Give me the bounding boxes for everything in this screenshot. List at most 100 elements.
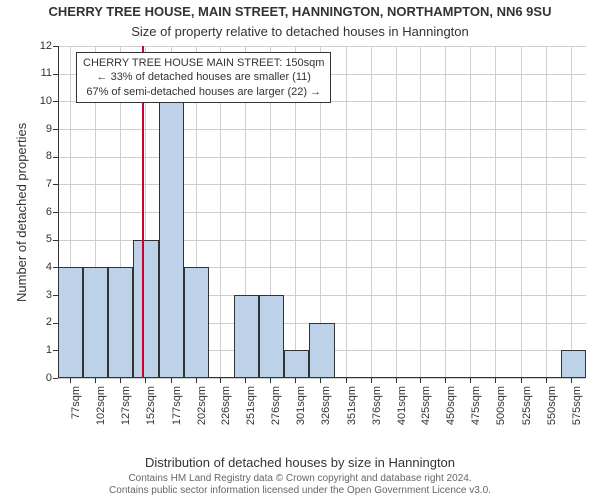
xtick-mark <box>220 378 221 383</box>
histogram-bar <box>83 267 108 378</box>
annotation-line: CHERRY TREE HOUSE MAIN STREET: 150sqm <box>83 56 324 70</box>
xtick-label: 102sqm <box>95 386 107 436</box>
ytick-mark <box>53 267 58 268</box>
xtick-label: 301sqm <box>295 386 307 436</box>
histogram-bar <box>58 267 83 378</box>
gridline-v <box>445 46 446 378</box>
xtick-mark <box>270 378 271 383</box>
gridline-v <box>396 46 397 378</box>
xtick-label: 525sqm <box>521 386 533 436</box>
xtick-mark <box>521 378 522 383</box>
x-axis-line <box>58 377 586 378</box>
ytick-mark <box>53 323 58 324</box>
histogram-bar <box>309 323 334 378</box>
xtick-mark <box>320 378 321 383</box>
gridline-v <box>420 46 421 378</box>
xtick-label: 425sqm <box>420 386 432 436</box>
histogram-bar <box>561 350 586 378</box>
histogram-bar <box>284 350 309 378</box>
histogram-bar <box>159 101 184 378</box>
ytick-label: 10 <box>28 95 52 107</box>
xtick-mark <box>396 378 397 383</box>
xtick-mark <box>546 378 547 383</box>
ytick-label: 6 <box>28 206 52 218</box>
xtick-mark <box>295 378 296 383</box>
xtick-mark <box>371 378 372 383</box>
footnote-line2: Contains public sector information licen… <box>109 485 491 496</box>
xtick-label: 401sqm <box>396 386 408 436</box>
annotation-line: ← 33% of detached houses are smaller (11… <box>83 70 324 84</box>
xtick-mark <box>95 378 96 383</box>
y-axis-label: Number of detached properties <box>14 123 29 302</box>
ytick-mark <box>53 295 58 296</box>
xtick-mark <box>346 378 347 383</box>
chart-container: CHERRY TREE HOUSE, MAIN STREET, HANNINGT… <box>0 0 600 500</box>
ytick-mark <box>53 240 58 241</box>
gridline-v <box>571 46 572 378</box>
xtick-mark <box>420 378 421 383</box>
xtick-label: 376sqm <box>371 386 383 436</box>
gridline-h <box>58 46 586 47</box>
gridline-h <box>58 184 586 185</box>
ytick-label: 12 <box>28 40 52 52</box>
ytick-label: 5 <box>28 233 52 245</box>
ytick-label: 11 <box>28 67 52 79</box>
histogram-bar <box>184 267 209 378</box>
xtick-label: 127sqm <box>120 386 132 436</box>
xtick-mark <box>245 378 246 383</box>
footnote-line1: Contains HM Land Registry data © Crown c… <box>128 473 471 484</box>
gridline-v <box>546 46 547 378</box>
gridline-h <box>58 212 586 213</box>
ytick-mark <box>53 212 58 213</box>
xtick-label: 202sqm <box>196 386 208 436</box>
gridline-h <box>58 129 586 130</box>
xtick-mark <box>145 378 146 383</box>
xtick-label: 450sqm <box>445 386 457 436</box>
xtick-mark <box>70 378 71 383</box>
gridline-v <box>470 46 471 378</box>
histogram-bar <box>108 267 133 378</box>
footnote: Contains HM Land Registry data © Crown c… <box>0 473 600 497</box>
x-axis-title: Distribution of detached houses by size … <box>0 455 600 470</box>
gridline-h <box>58 157 586 158</box>
ytick-mark <box>53 184 58 185</box>
chart-subtitle: Size of property relative to detached ho… <box>0 24 600 39</box>
xtick-label: 326sqm <box>320 386 332 436</box>
ytick-label: 7 <box>28 178 52 190</box>
chart-title: CHERRY TREE HOUSE, MAIN STREET, HANNINGT… <box>0 4 600 19</box>
histogram-bar <box>133 240 158 378</box>
xtick-label: 77sqm <box>70 386 82 436</box>
xtick-mark <box>470 378 471 383</box>
xtick-label: 475sqm <box>470 386 482 436</box>
ytick-mark <box>53 129 58 130</box>
ytick-label: 8 <box>28 150 52 162</box>
histogram-bar <box>259 295 284 378</box>
ytick-label: 1 <box>28 344 52 356</box>
xtick-label: 276sqm <box>270 386 282 436</box>
ytick-mark <box>53 46 58 47</box>
xtick-mark <box>196 378 197 383</box>
ytick-mark <box>53 101 58 102</box>
xtick-mark <box>171 378 172 383</box>
xtick-mark <box>571 378 572 383</box>
y-axis-line <box>58 46 59 378</box>
xtick-label: 575sqm <box>571 386 583 436</box>
ytick-label: 9 <box>28 123 52 135</box>
ytick-label: 4 <box>28 261 52 273</box>
annotation-line: 67% of semi-detached houses are larger (… <box>83 85 324 99</box>
xtick-label: 226sqm <box>220 386 232 436</box>
ytick-mark <box>53 157 58 158</box>
ytick-mark <box>53 350 58 351</box>
xtick-label: 251sqm <box>245 386 257 436</box>
ytick-mark <box>53 378 58 379</box>
gridline-v <box>521 46 522 378</box>
xtick-label: 351sqm <box>346 386 358 436</box>
gridline-v <box>346 46 347 378</box>
xtick-label: 500sqm <box>495 386 507 436</box>
xtick-label: 152sqm <box>145 386 157 436</box>
gridline-v <box>495 46 496 378</box>
xtick-mark <box>120 378 121 383</box>
gridline-v <box>371 46 372 378</box>
histogram-bar <box>234 295 259 378</box>
xtick-label: 177sqm <box>171 386 183 436</box>
